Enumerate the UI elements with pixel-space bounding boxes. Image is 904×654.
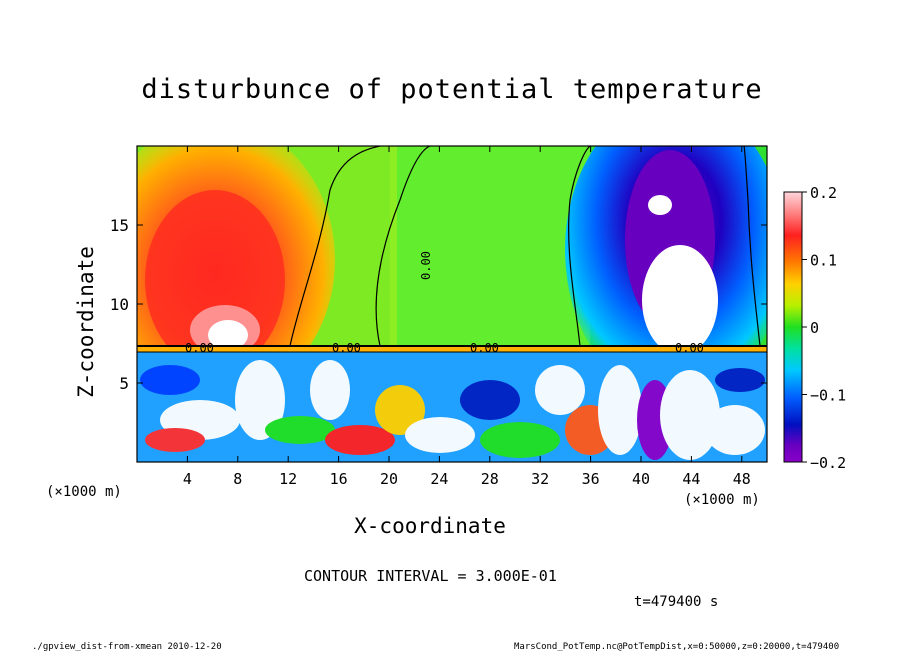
x-tick-label: 20	[380, 470, 398, 488]
y-axis: 5 10 15	[110, 216, 767, 393]
x-tick-label: 28	[481, 470, 499, 488]
x-unit-left: (×1000 m)	[46, 484, 122, 500]
x-unit-right: (×1000 m)	[684, 492, 760, 508]
x-tick-label: 12	[279, 470, 297, 488]
chart-title: disturbunce of potential temperature	[141, 74, 763, 105]
y-tick-label: 5	[119, 374, 129, 393]
colorbar-ticks: 0.2 0.1 0 −0.1 −0.2	[802, 184, 846, 472]
footer-left: ./gpview_dist-from-xmean 2010-12-20	[32, 642, 222, 652]
colorbar-tick-label: 0.1	[810, 252, 837, 270]
x-tick-label: 36	[582, 470, 600, 488]
x-tick-label: 4	[183, 470, 192, 488]
contour-label: 0.00	[470, 341, 499, 355]
y-tick-label: 10	[110, 295, 129, 314]
y-axis-label: Z-coordinate	[74, 246, 98, 398]
heatmap-field	[137, 146, 767, 462]
x-tick-label: 44	[682, 470, 700, 488]
contour-label: 0.00	[332, 341, 361, 355]
x-axis-label: X-coordinate	[354, 514, 506, 538]
x-axis: 4 8 12 16 20 24 28 32 36 40 44 48	[183, 146, 751, 488]
x-tick-label: 32	[531, 470, 549, 488]
contour-label: 0.00	[185, 341, 214, 355]
x-tick-label: 48	[733, 470, 751, 488]
footer-right: MarsCond_PotTemp.nc@PotTempDist,x=0:5000…	[514, 642, 840, 652]
colorbar-tick-label: −0.1	[810, 387, 846, 405]
x-tick-label: 16	[330, 470, 348, 488]
colorbar-tick-label: 0.2	[810, 184, 837, 202]
y-tick-label: 15	[110, 216, 129, 235]
colorbar-tick-label: −0.2	[810, 454, 846, 472]
time-label: t=479400 s	[634, 594, 719, 610]
colorbar-tick-label: 0	[810, 319, 819, 337]
x-tick-label: 40	[632, 470, 650, 488]
contour-interval-label: CONTOUR INTERVAL = 3.000E-01	[304, 567, 557, 585]
contour-label: 0.00	[675, 341, 704, 355]
contour-label: 0.00	[419, 251, 433, 280]
x-tick-label: 8	[233, 470, 242, 488]
colorbar	[783, 191, 803, 463]
x-tick-label: 24	[430, 470, 448, 488]
